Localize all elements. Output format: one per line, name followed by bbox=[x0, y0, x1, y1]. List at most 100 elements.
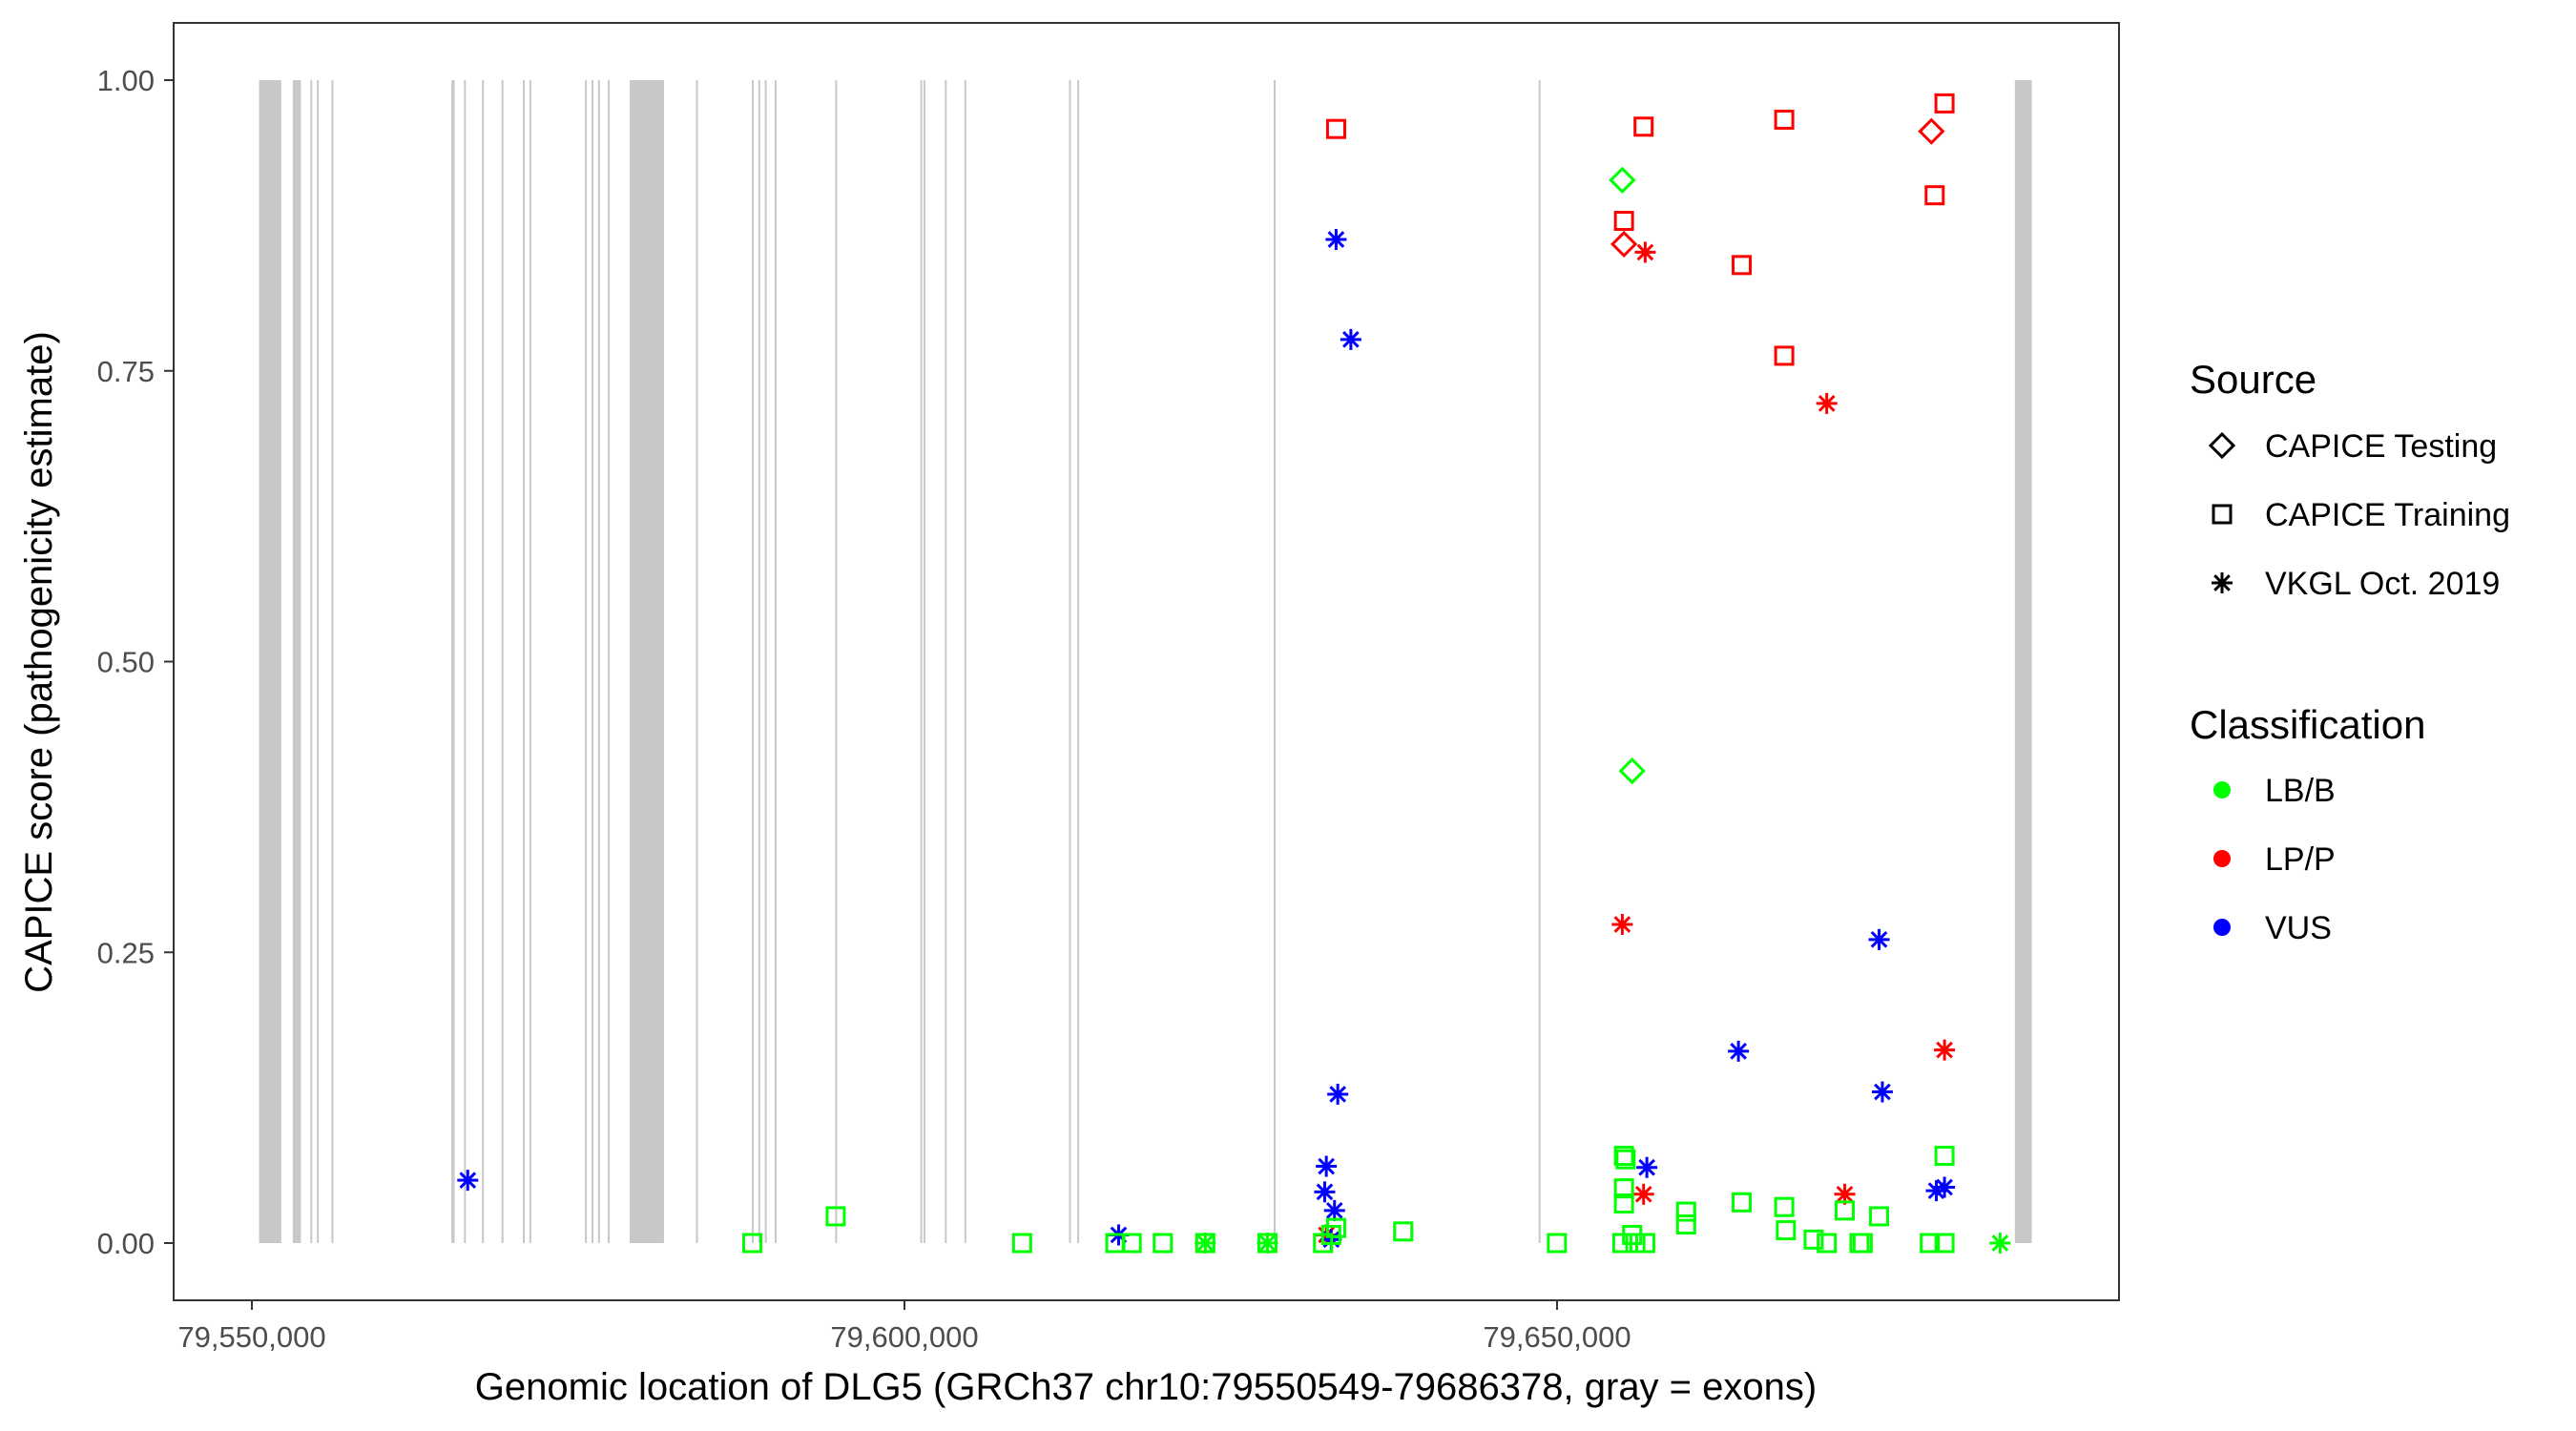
legend-color-dot-icon bbox=[2213, 850, 2231, 867]
exon-band bbox=[1077, 80, 1080, 1243]
data-point bbox=[1153, 1233, 1174, 1254]
exon-band bbox=[501, 80, 504, 1243]
legend-diamond-icon bbox=[2208, 431, 2236, 460]
legend-item-label: VKGL Oct. 2019 bbox=[2265, 566, 2500, 602]
data-point bbox=[1611, 913, 1633, 935]
data-point bbox=[1320, 1224, 1341, 1245]
y-tick-label: 0.25 bbox=[97, 936, 155, 969]
data-point bbox=[825, 1206, 846, 1227]
data-point bbox=[1613, 210, 1634, 231]
legend-color-dot-icon bbox=[2213, 781, 2231, 798]
x-axis: 79,550,000 79,600,000 79,650,000 bbox=[177, 1300, 1631, 1354]
exon-band bbox=[482, 80, 485, 1243]
data-point bbox=[1340, 328, 1361, 350]
exon-band bbox=[310, 80, 313, 1243]
data-point bbox=[1316, 1155, 1338, 1177]
legend-color-dot-icon bbox=[2213, 919, 2231, 936]
data-point bbox=[1634, 241, 1656, 263]
data-point bbox=[1989, 1233, 2011, 1254]
exon-band bbox=[317, 80, 320, 1243]
data-point bbox=[1636, 1156, 1658, 1178]
exon-band bbox=[597, 80, 600, 1243]
data-point bbox=[1871, 1081, 1893, 1103]
exon-band bbox=[629, 80, 664, 1243]
exon-band bbox=[923, 80, 925, 1243]
data-point bbox=[1195, 1233, 1215, 1254]
exon-band bbox=[1069, 80, 1071, 1243]
exon-band bbox=[774, 80, 777, 1243]
data-point bbox=[1728, 1040, 1750, 1062]
y-tick-label: 0.75 bbox=[97, 355, 155, 388]
exon-band bbox=[591, 80, 593, 1243]
data-point bbox=[1920, 1233, 1941, 1254]
data-point bbox=[1732, 255, 1753, 276]
exon-band bbox=[2014, 80, 2032, 1243]
legend-item-label: LP/P bbox=[2265, 841, 2336, 878]
data-point bbox=[1325, 1217, 1346, 1238]
y-tick-label: 1.00 bbox=[97, 64, 155, 97]
data-point bbox=[1934, 1039, 1956, 1061]
x-tick-label: 79,600,000 bbox=[830, 1320, 978, 1354]
exon-bands bbox=[259, 80, 2032, 1243]
data-point bbox=[1776, 1220, 1797, 1241]
data-point bbox=[1817, 1233, 1838, 1254]
exon-band bbox=[696, 80, 698, 1243]
data-point bbox=[1613, 1146, 1634, 1167]
data-point bbox=[1675, 1201, 1696, 1222]
data-point bbox=[1925, 1180, 1947, 1202]
data-point bbox=[1613, 1193, 1634, 1214]
x-axis-title: Genomic location of DLG5 (GRCh37 chr10:7… bbox=[475, 1366, 1817, 1408]
data-point bbox=[1610, 230, 1638, 259]
data-point bbox=[1934, 93, 1955, 114]
legend-item-label: CAPICE Training bbox=[2265, 497, 2510, 533]
legend-item-label: VUS bbox=[2265, 910, 2332, 946]
legend-item-label: CAPICE Testing bbox=[2265, 428, 2497, 465]
data-point bbox=[1195, 1233, 1216, 1254]
data-point bbox=[1869, 1206, 1890, 1227]
data-point bbox=[1732, 1192, 1753, 1213]
legend-asterisk-icon bbox=[2212, 572, 2233, 593]
data-points bbox=[457, 93, 2011, 1254]
data-point bbox=[1774, 1196, 1795, 1217]
data-point bbox=[742, 1233, 763, 1254]
data-point bbox=[1868, 928, 1890, 950]
data-point bbox=[1934, 1146, 1955, 1167]
data-point bbox=[1675, 1213, 1696, 1234]
x-tick-label: 79,650,000 bbox=[1483, 1320, 1631, 1354]
exon-band bbox=[529, 80, 531, 1243]
legend-title-classification: Classification bbox=[2190, 702, 2425, 747]
data-point bbox=[1618, 757, 1646, 785]
exon-band bbox=[764, 80, 767, 1243]
exon-band bbox=[585, 80, 588, 1243]
exon-band bbox=[751, 80, 754, 1243]
exon-band bbox=[945, 80, 947, 1243]
data-point bbox=[1609, 166, 1636, 194]
y-tick-label: 0.00 bbox=[97, 1227, 155, 1260]
exon-band bbox=[259, 80, 281, 1243]
data-point bbox=[1257, 1233, 1278, 1254]
exon-band bbox=[1538, 80, 1541, 1243]
y-axis: 0.00 0.25 0.50 0.75 1.00 bbox=[97, 64, 174, 1260]
exon-band bbox=[920, 80, 923, 1243]
legend-title-source: Source bbox=[2190, 357, 2316, 402]
data-point bbox=[1934, 1233, 1955, 1254]
legend: Source CAPICE Testing CAPICE Training VKGL… bbox=[2190, 357, 2510, 946]
data-point bbox=[1774, 345, 1795, 366]
exon-band bbox=[1274, 80, 1277, 1243]
data-point bbox=[1924, 185, 1945, 206]
data-point bbox=[1323, 1199, 1345, 1221]
legend-item-label: LB/B bbox=[2265, 773, 2336, 809]
y-tick-label: 0.50 bbox=[97, 646, 155, 679]
data-point bbox=[1632, 1183, 1654, 1205]
data-point bbox=[1547, 1233, 1568, 1254]
exon-band bbox=[451, 80, 455, 1243]
data-point bbox=[1327, 1083, 1349, 1105]
x-tick-label: 79,550,000 bbox=[177, 1320, 325, 1354]
data-point bbox=[457, 1170, 479, 1192]
exon-band bbox=[964, 80, 966, 1243]
data-point bbox=[1835, 1200, 1856, 1221]
data-point bbox=[1615, 1149, 1636, 1170]
data-point bbox=[1393, 1221, 1414, 1242]
data-point bbox=[1852, 1233, 1873, 1254]
